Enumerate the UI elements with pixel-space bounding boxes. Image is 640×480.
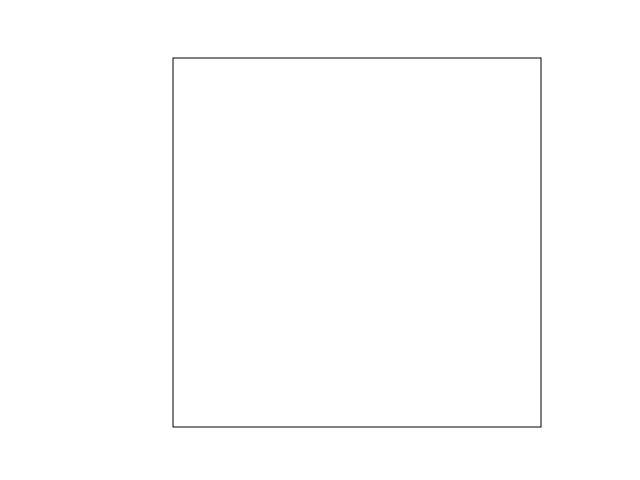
plot-area-frame (172, 57, 542, 428)
moyale-boundary (189, 94, 520, 418)
